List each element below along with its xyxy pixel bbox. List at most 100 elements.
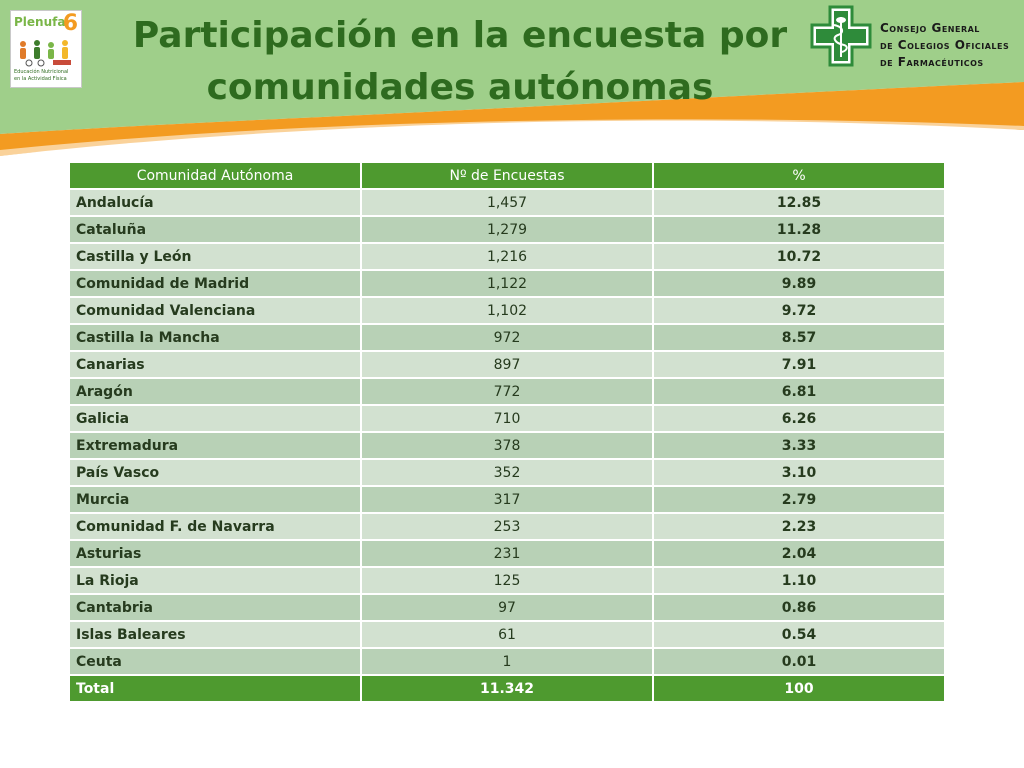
row-percent: 6.81 (654, 379, 944, 404)
table-row: Canarias 897 7.91 (70, 352, 944, 377)
row-name: Canarias (70, 352, 360, 377)
row-percent: 9.89 (654, 271, 944, 296)
row-name: Aragón (70, 379, 360, 404)
table-row: Asturias 231 2.04 (70, 541, 944, 566)
row-percent: 12.85 (654, 190, 944, 215)
table-row: Castilla la Mancha 972 8.57 (70, 325, 944, 350)
row-name: Asturias (70, 541, 360, 566)
row-count: 378 (362, 433, 652, 458)
org-line-3: de Farmacéuticos (880, 55, 984, 69)
row-percent: 0.86 (654, 595, 944, 620)
table-row: Andalucía 1,457 12.85 (70, 190, 944, 215)
row-count: 1,216 (362, 244, 652, 269)
row-name: Ceuta (70, 649, 360, 674)
pharmacy-cross-icon (810, 5, 872, 67)
table-row: Galicia 710 6.26 (70, 406, 944, 431)
table-row: Aragón 772 6.81 (70, 379, 944, 404)
title-line-2: comunidades autónomas (206, 67, 714, 108)
table-row: Comunidad de Madrid 1,122 9.89 (70, 271, 944, 296)
row-name: Andalucía (70, 190, 360, 215)
table-row: Cantabria 97 0.86 (70, 595, 944, 620)
row-name: Castilla y León (70, 244, 360, 269)
total-count: 11.342 (362, 676, 652, 701)
table-row: Islas Baleares 61 0.54 (70, 622, 944, 647)
row-count: 1,279 (362, 217, 652, 242)
table-total-row: Total 11.342 100 (70, 676, 944, 701)
row-name: Islas Baleares (70, 622, 360, 647)
logo-tagline: Educación Nutricional en la Actividad Fí… (14, 69, 80, 83)
row-count: 61 (362, 622, 652, 647)
row-count: 1,457 (362, 190, 652, 215)
logo-brand: Plenufa (14, 15, 66, 29)
org-line-1: Consejo General (880, 21, 980, 35)
header-percent: % (654, 163, 944, 188)
table-row: La Rioja 125 1.10 (70, 568, 944, 593)
header-background (0, 0, 1024, 156)
row-percent: 7.91 (654, 352, 944, 377)
row-count: 1,122 (362, 271, 652, 296)
row-percent: 0.54 (654, 622, 944, 647)
activity-figures-icon (20, 40, 71, 67)
row-count: 97 (362, 595, 652, 620)
row-name: Cantabria (70, 595, 360, 620)
total-percent: 100 (654, 676, 944, 701)
row-name: Cataluña (70, 217, 360, 242)
table-row: Murcia 317 2.79 (70, 487, 944, 512)
row-percent: 3.10 (654, 460, 944, 485)
org-line-2: de Colegios Oficiales (880, 38, 1010, 52)
tagline-line-2: en la Actividad Física (14, 76, 67, 82)
row-percent: 0.01 (654, 649, 944, 674)
row-name: La Rioja (70, 568, 360, 593)
row-count: 1,102 (362, 298, 652, 323)
table-row: País Vasco 352 3.10 (70, 460, 944, 485)
table-header-row: Comunidad Autónoma Nº de Encuestas % (70, 163, 944, 188)
row-count: 897 (362, 352, 652, 377)
table-row: Castilla y León 1,216 10.72 (70, 244, 944, 269)
row-percent: 6.26 (654, 406, 944, 431)
row-percent: 2.23 (654, 514, 944, 539)
row-name: País Vasco (70, 460, 360, 485)
row-percent: 9.72 (654, 298, 944, 323)
table-row: Extremadura 378 3.33 (70, 433, 944, 458)
table-row: Cataluña 1,279 11.28 (70, 217, 944, 242)
row-percent: 11.28 (654, 217, 944, 242)
row-count: 352 (362, 460, 652, 485)
survey-table: Comunidad Autónoma Nº de Encuestas % And… (68, 161, 946, 703)
row-name: Murcia (70, 487, 360, 512)
page-title: Participación en la encuesta por comunid… (90, 10, 830, 114)
row-count: 772 (362, 379, 652, 404)
table-body: Andalucía 1,457 12.85 Cataluña 1,279 11.28 Cas… (70, 190, 944, 674)
row-name: Extremadura (70, 433, 360, 458)
row-count: 710 (362, 406, 652, 431)
row-count: 253 (362, 514, 652, 539)
title-line-1: Participación en la encuesta por (132, 15, 788, 56)
row-percent: 10.72 (654, 244, 944, 269)
row-count: 972 (362, 325, 652, 350)
row-count: 1 (362, 649, 652, 674)
row-percent: 2.04 (654, 541, 944, 566)
row-count: 231 (362, 541, 652, 566)
table-row: Comunidad Valenciana 1,102 9.72 (70, 298, 944, 323)
row-name: Comunidad Valenciana (70, 298, 360, 323)
header-encuestas: Nº de Encuestas (362, 163, 652, 188)
cgcof-logo: Consejo General de Colegios Oficiales de… (810, 5, 1020, 69)
table-row: Comunidad F. de Navarra 253 2.23 (70, 514, 944, 539)
tagline-line-1: Educación Nutricional (14, 69, 69, 75)
row-name: Comunidad de Madrid (70, 271, 360, 296)
row-name: Galicia (70, 406, 360, 431)
row-percent: 3.33 (654, 433, 944, 458)
plenufa-logo: Plenufa 6 Educación Nutricional en la Ac… (10, 10, 82, 88)
table-row: Ceuta 1 0.01 (70, 649, 944, 674)
logo-brand-number: 6 (62, 11, 78, 36)
org-name: Consejo General de Colegios Oficiales de… (880, 20, 1009, 71)
row-percent: 2.79 (654, 487, 944, 512)
header-comunidad: Comunidad Autónoma (70, 163, 360, 188)
row-count: 317 (362, 487, 652, 512)
row-name: Comunidad F. de Navarra (70, 514, 360, 539)
row-percent: 8.57 (654, 325, 944, 350)
row-percent: 1.10 (654, 568, 944, 593)
row-name: Castilla la Mancha (70, 325, 360, 350)
total-label: Total (70, 676, 360, 701)
row-count: 125 (362, 568, 652, 593)
